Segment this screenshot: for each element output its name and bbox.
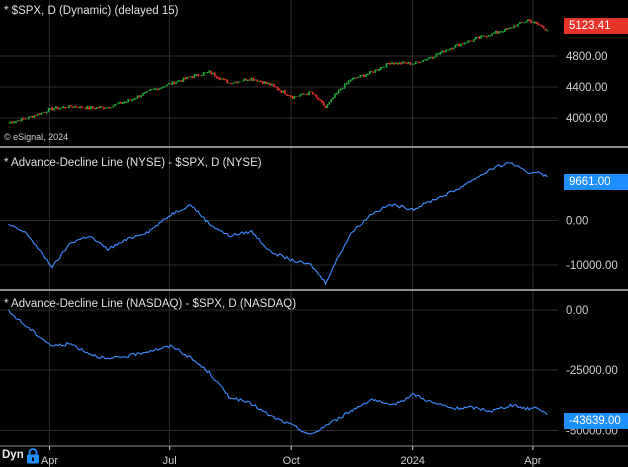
nyse-pane-title: * Advance-Decline Line (NYSE) - $SPX, D … <box>4 157 262 169</box>
nyse-ad-pane[interactable] <box>8 161 548 286</box>
ad-line-series <box>8 309 548 435</box>
esignal-watermark: © eSignal, 2024 <box>4 132 69 142</box>
spx-pane-title: * $SPX, D (Dynamic) (delayed 15) <box>4 5 179 17</box>
y-tick-label: -25000.00 <box>566 365 618 377</box>
x-tick-label: Apr <box>524 455 541 467</box>
y-tick-label: 0.00 <box>566 215 588 227</box>
nyse-ad-last-value-tag: 9661.00 <box>564 174 628 190</box>
nasdaq-pane-title: * Advance-Decline Line (NASDAQ) - $SPX, … <box>4 298 297 310</box>
y-tick-label: -10000.00 <box>566 260 618 272</box>
grid-lines <box>0 0 558 445</box>
x-tick-label: 2024 <box>400 455 424 467</box>
y-tick-label: 0.00 <box>566 305 588 317</box>
x-tick-label: Jul <box>163 455 177 467</box>
spx-price-pane[interactable] <box>7 19 549 124</box>
y-tick-label: 4800.00 <box>566 51 608 63</box>
spx-last-price-tag: 5123.41 <box>564 18 628 34</box>
y-tick-label: 4000.00 <box>566 113 608 125</box>
nasdaq-ad-pane[interactable] <box>8 309 548 435</box>
pane-separators[interactable] <box>0 146 628 291</box>
dynamic-mode-label[interactable]: Dyn <box>2 449 24 461</box>
price-axis[interactable]: 4000.00 4400.00 4800.00 0.00 -10000.00 0.00 -2… <box>566 51 618 438</box>
time-axis[interactable]: Apr Jul Oct 2024 Apr <box>0 445 628 467</box>
x-tick-label: Apr <box>41 455 58 467</box>
ad-line-series <box>8 161 548 286</box>
x-tick-label: Oct <box>283 455 300 467</box>
lock-icon[interactable] <box>26 448 40 464</box>
nasdaq-ad-last-value-tag: -43639.00 <box>564 413 628 429</box>
y-tick-label: 4400.00 <box>566 82 608 94</box>
